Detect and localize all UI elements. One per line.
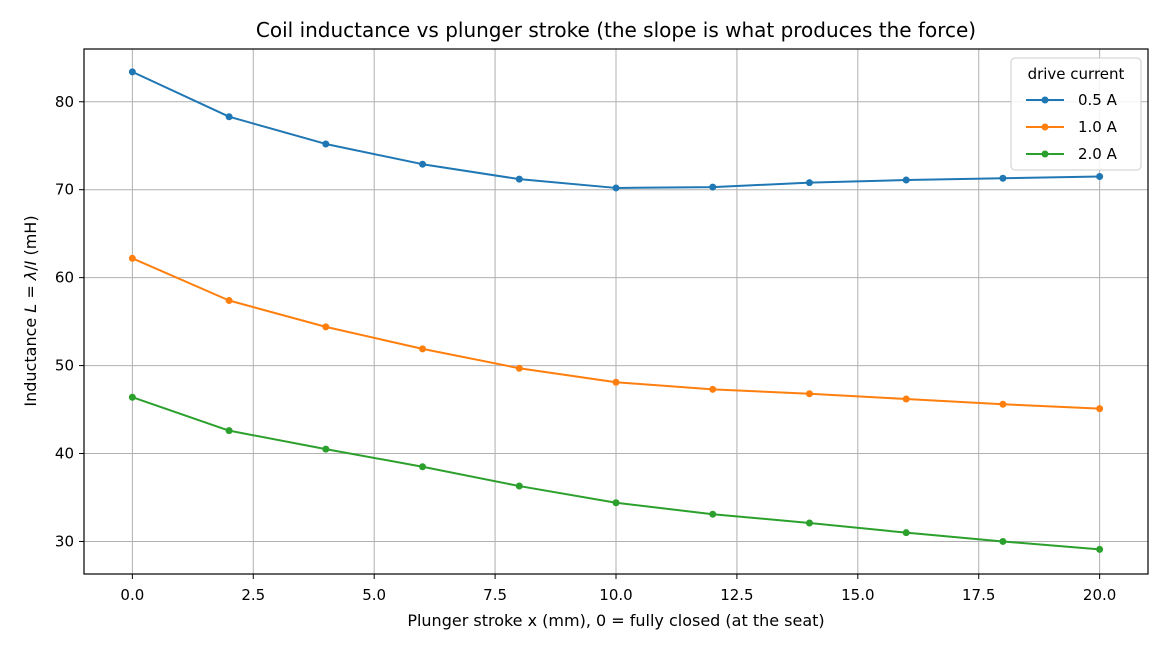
x-tick-label: 12.5 bbox=[720, 586, 753, 604]
data-point bbox=[515, 175, 523, 183]
data-point bbox=[902, 529, 910, 537]
x-tick-label: 2.5 bbox=[241, 586, 265, 604]
data-point bbox=[225, 297, 233, 305]
y-tick-label: 30 bbox=[55, 532, 74, 550]
data-point bbox=[805, 179, 813, 187]
data-point bbox=[612, 499, 620, 507]
legend-label: 2.0 A bbox=[1078, 145, 1118, 163]
data-point bbox=[515, 482, 523, 490]
data-point bbox=[612, 378, 620, 386]
data-point bbox=[902, 395, 910, 403]
y-axis-label-suffix: (mH) bbox=[21, 215, 40, 260]
data-point bbox=[419, 345, 427, 353]
y-axis-label: Inductance L = λ/I (mH) bbox=[21, 215, 40, 406]
legend: drive current 0.5 A 1.0 A 2.0 A bbox=[1010, 57, 1142, 171]
data-point bbox=[999, 174, 1007, 182]
y-axis-label-var: L bbox=[21, 304, 40, 313]
data-point bbox=[612, 184, 620, 192]
data-point bbox=[805, 519, 813, 527]
x-tick-label: 0.0 bbox=[120, 586, 144, 604]
data-point bbox=[709, 510, 717, 518]
legend-swatch-marker bbox=[1041, 150, 1049, 158]
y-tick-label: 40 bbox=[55, 445, 74, 463]
x-tick-label: 17.5 bbox=[962, 586, 995, 604]
legend-items: 0.5 A 1.0 A 2.0 A bbox=[1026, 91, 1118, 163]
legend-box bbox=[1010, 57, 1142, 171]
y-axis-label-i: I bbox=[21, 260, 40, 265]
y-axis-label-slash: / bbox=[21, 265, 40, 271]
x-tick-label: 10.0 bbox=[599, 586, 632, 604]
y-tick-label: 50 bbox=[55, 357, 74, 375]
data-point bbox=[709, 183, 717, 191]
y-tick-label: 70 bbox=[55, 181, 74, 199]
data-point bbox=[322, 445, 330, 453]
y-tick-label: 80 bbox=[55, 93, 74, 111]
y-axis-label-eq: = bbox=[21, 280, 40, 304]
legend-swatch-marker bbox=[1041, 96, 1049, 104]
data-point bbox=[999, 400, 1007, 408]
data-point bbox=[1096, 405, 1104, 413]
data-point bbox=[128, 254, 136, 262]
data-point bbox=[515, 364, 523, 372]
data-point bbox=[805, 390, 813, 398]
legend-label: 1.0 A bbox=[1078, 118, 1118, 136]
x-tick-label: 5.0 bbox=[362, 586, 386, 604]
data-point bbox=[419, 160, 427, 168]
data-point bbox=[709, 385, 717, 393]
data-point bbox=[225, 427, 233, 435]
data-point bbox=[1096, 173, 1104, 181]
x-tick-label: 15.0 bbox=[841, 586, 874, 604]
legend-label: 0.5 A bbox=[1078, 91, 1118, 109]
series-lines bbox=[128, 68, 1104, 553]
x-axis-ticks: 0.0 2.5 5.0 7.5 10.0 12.5 15.0 17.5 20.0 bbox=[120, 574, 1116, 604]
legend-title: drive current bbox=[1028, 65, 1125, 83]
legend-swatch-marker bbox=[1041, 123, 1049, 131]
y-tick-label: 60 bbox=[55, 269, 74, 287]
data-point bbox=[419, 463, 427, 471]
y-axis-ticks: 30 40 50 60 70 80 bbox=[55, 93, 84, 550]
data-point bbox=[128, 68, 136, 76]
x-tick-label: 7.5 bbox=[483, 586, 507, 604]
y-axis-label-lambda: λ bbox=[21, 271, 40, 281]
y-axis-label-prefix: Inductance bbox=[21, 313, 40, 407]
x-axis-label: Plunger stroke x (mm), 0 = fully closed … bbox=[407, 611, 824, 630]
data-point bbox=[999, 537, 1007, 545]
data-point bbox=[322, 140, 330, 148]
data-point bbox=[225, 113, 233, 121]
data-point bbox=[128, 393, 136, 401]
x-tick-label: 20.0 bbox=[1083, 586, 1116, 604]
data-point bbox=[1096, 545, 1104, 553]
chart-title: Coil inductance vs plunger stroke (the s… bbox=[256, 18, 976, 42]
data-point bbox=[902, 176, 910, 184]
data-point bbox=[322, 323, 330, 331]
